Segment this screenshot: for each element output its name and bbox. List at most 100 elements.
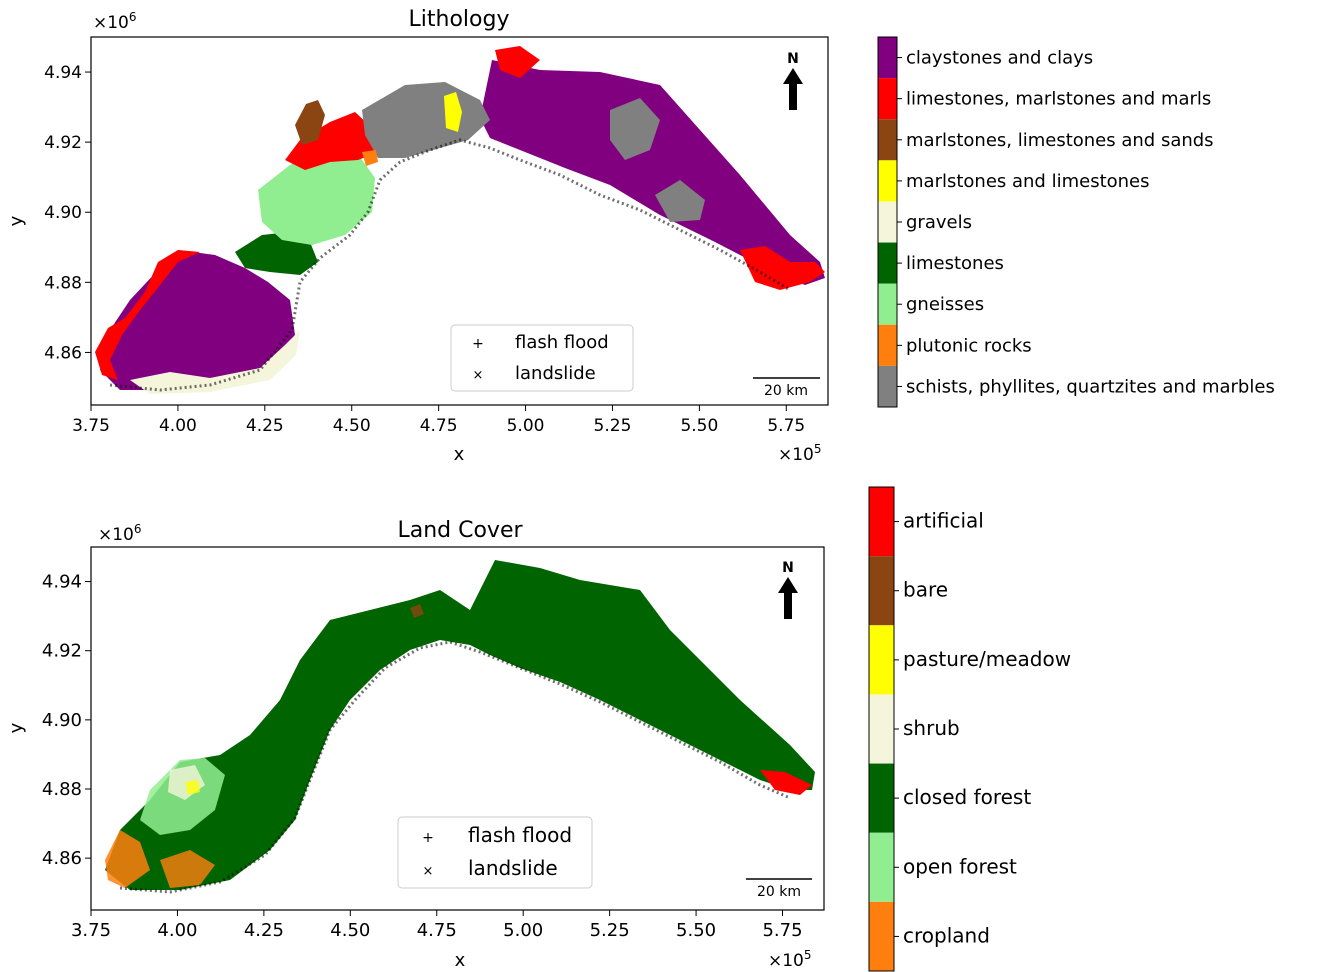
landcover-map-region (105, 560, 815, 894)
colorbar-label: plutonic rocks (906, 335, 1032, 356)
map-legend: + flash flood × landslide (450, 324, 634, 392)
colorbar-label: gneisses (906, 294, 984, 315)
colorbar-swatch (878, 324, 897, 366)
region-schists-east-2 (655, 180, 705, 222)
y-tick-label: 4.86 (44, 343, 82, 363)
coast-landslide-band (109, 138, 791, 392)
x-tick-label: 5.50 (676, 920, 716, 941)
map-title: Lithology (409, 7, 510, 32)
north-arrow-label: N (782, 560, 794, 576)
legend-marker-flash-flood: + (422, 830, 434, 846)
y-axis-ticks: 4.86 4.88 4.90 4.92 4.94 (44, 63, 91, 363)
x-tick-label: 4.00 (159, 416, 197, 436)
colorbar-swatch (878, 37, 897, 79)
region-cropland (105, 830, 150, 888)
x-axis-label: x (455, 950, 466, 971)
region-limestones-marls-center (285, 112, 378, 170)
region-gneisses (258, 148, 375, 245)
lithology-colorbar: claystones and clays limestones, marlston… (877, 36, 1275, 408)
colorbar-swatch (869, 694, 894, 764)
colorbar-label: pasture/meadow (903, 647, 1071, 671)
y-offset-multiplier: ×106 (93, 10, 137, 33)
x-tick-label: 5.75 (762, 920, 802, 941)
x-axis-label: x (454, 444, 465, 465)
region-closed-forest (105, 560, 815, 890)
x-offset-multiplier: ×105 (778, 442, 822, 465)
region-bare (410, 604, 424, 618)
lithology-panel: Lithology (6, 7, 1275, 465)
legend-marker-landslide: × (423, 864, 434, 879)
region-marlstones-limestones (444, 92, 462, 132)
colorbar-label: marlstones, limestones and sands (906, 130, 1214, 151)
north-arrow-icon (783, 68, 803, 110)
map-axes-frame (90, 546, 825, 911)
colorbar-label: claystones and clays (906, 48, 1093, 69)
north-arrow: N (783, 51, 803, 110)
lithology-map-region (95, 46, 825, 394)
x-tick-label: 4.00 (157, 920, 197, 941)
north-arrow: N (778, 560, 798, 619)
colorbar-label: shrub (903, 716, 960, 740)
region-claystones-east (480, 60, 825, 285)
x-tick-label: 4.50 (330, 920, 370, 941)
colorbar-label: schists, phyllites, quartzites and marbl… (906, 376, 1275, 397)
legend-marker-landslide: × (473, 368, 484, 383)
colorbar-label: closed forest (903, 785, 1031, 809)
y-tick-label: 4.86 (42, 848, 82, 869)
x-axis-ticks: 3.75 4.00 4.25 4.50 4.75 5.00 5.25 5.50 5.75 (71, 910, 803, 941)
legend-label-landslide: landslide (468, 856, 558, 880)
colorbar-label: limestones, marlstones and marls (906, 89, 1211, 110)
region-limestones-marls-west (95, 250, 200, 380)
scale-bar-label: 20 km (757, 884, 801, 900)
legend-label-landslide: landslide (515, 363, 596, 384)
x-axis-ticks: 3.75 4.00 4.25 4.50 4.75 5.00 5.25 5.50 5.75 (72, 405, 805, 436)
region-gravels-sw (130, 330, 300, 394)
x-tick-label: 4.25 (244, 920, 284, 941)
x-tick-label: 3.75 (71, 920, 111, 941)
y-axis-ticks: 4.86 4.88 4.90 4.92 4.94 (42, 572, 91, 869)
x-tick-label: 4.25 (246, 416, 284, 436)
colorbar-swatch (869, 625, 894, 695)
region-plutonic (362, 150, 378, 166)
colorbar-swatch (878, 160, 897, 202)
landcover-colorbar: artificial bare pasture/meadow shrub closed … (868, 486, 1071, 972)
map-title: Land Cover (397, 518, 523, 543)
colorbar-swatch (878, 283, 897, 325)
colorbar-swatch (878, 78, 897, 120)
colorbar-label: open forest (903, 854, 1017, 878)
y-tick-label: 4.94 (42, 572, 82, 593)
colorbar-swatch (869, 763, 894, 833)
x-tick-label: 5.00 (503, 920, 543, 941)
x-tick-label: 3.75 (72, 416, 110, 436)
map-legend: + flash flood × landslide (397, 816, 593, 889)
scale-bar-label: 20 km (764, 383, 808, 399)
x-tick-label: 4.75 (417, 920, 457, 941)
colorbar-frame (868, 486, 895, 972)
colorbar-label: limestones (906, 253, 1004, 274)
colorbar-frame (877, 36, 898, 408)
north-arrow-label: N (787, 51, 799, 67)
y-tick-label: 4.90 (42, 710, 82, 731)
colorbar-swatch (878, 242, 897, 284)
colorbar-swatch (869, 487, 894, 557)
y-tick-label: 4.88 (42, 779, 82, 800)
region-artificial-east (760, 770, 812, 795)
landcover-panel: Land Cover 3.75 4.00 4.25 4.50 4.75 5.00 5.25 5… (6, 486, 1071, 972)
region-cropland-2 (160, 850, 215, 888)
region-marlstones-sands (295, 100, 325, 145)
scale-bar: 20 km (746, 878, 812, 900)
region-limestones-marls-east (740, 246, 825, 290)
colorbar-label: bare (903, 578, 948, 602)
colorbar-swatch (878, 365, 897, 407)
colorbar-label: artificial (903, 509, 984, 533)
colorbar-swatch (869, 832, 894, 902)
y-tick-label: 4.92 (44, 133, 82, 153)
legend-label-flash-flood: flash flood (515, 332, 609, 353)
x-tick-label: 4.75 (420, 416, 458, 436)
y-tick-label: 4.88 (44, 273, 82, 293)
legend-label-flash-flood: flash flood (468, 823, 572, 847)
map-axes-frame (90, 36, 829, 406)
north-arrow-icon (778, 577, 798, 619)
colorbar-swatch (878, 201, 897, 243)
x-offset-multiplier: ×105 (768, 948, 812, 971)
